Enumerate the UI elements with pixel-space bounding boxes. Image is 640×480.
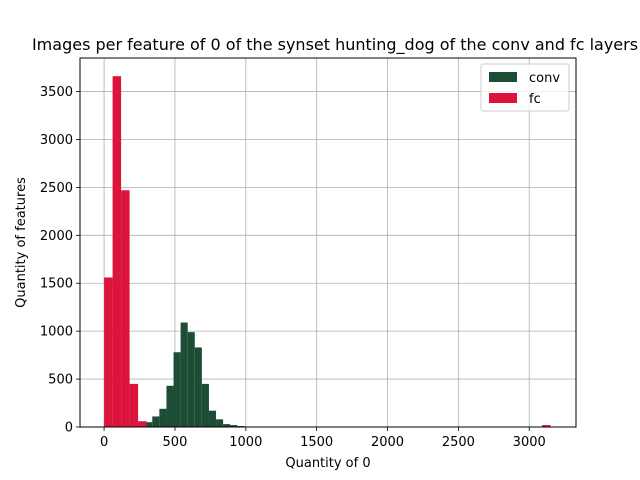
x-tick-label: 500 bbox=[163, 435, 188, 450]
legend-swatch-fc bbox=[489, 93, 517, 103]
legend: conv fc bbox=[480, 63, 570, 112]
bar-conv bbox=[208, 410, 217, 427]
bars bbox=[104, 76, 551, 427]
y-tick-label: 3000 bbox=[40, 133, 73, 148]
x-tick-label: 3000 bbox=[513, 435, 546, 450]
y-tick-label: 1000 bbox=[40, 325, 73, 340]
legend-label-conv: conv bbox=[529, 71, 560, 86]
bar-fc bbox=[129, 383, 139, 427]
x-tick-label: 1000 bbox=[229, 435, 262, 450]
bar-fc bbox=[112, 76, 122, 427]
axes-frame bbox=[79, 57, 577, 428]
y-tick-label: 2500 bbox=[40, 181, 73, 196]
x-tick-label: 2500 bbox=[442, 435, 475, 450]
bar-conv bbox=[194, 347, 202, 427]
chart-title: Images per feature of 0 of the synset hu… bbox=[32, 35, 638, 55]
bar-conv bbox=[152, 416, 160, 427]
ticks: 0 500 1000 1500 2000 2500 3000 0 500 1000 1500 2000… bbox=[40, 85, 546, 450]
legend-label-fc: fc bbox=[529, 92, 541, 107]
y-tick-label: 500 bbox=[48, 373, 73, 388]
y-axis-label: Quantity of features bbox=[14, 177, 29, 308]
bar-conv bbox=[145, 422, 153, 427]
bar-fc bbox=[138, 421, 147, 427]
bar-conv bbox=[166, 385, 174, 427]
x-tick-label: 0 bbox=[100, 435, 108, 450]
x-tick-label: 1500 bbox=[300, 435, 333, 450]
bar-conv bbox=[201, 383, 209, 427]
y-tick-label: 1500 bbox=[40, 277, 73, 292]
bar-fc bbox=[121, 190, 130, 427]
bar-conv bbox=[159, 408, 167, 427]
y-tick-label: 2000 bbox=[40, 229, 73, 244]
x-tick-label: 2000 bbox=[371, 435, 404, 450]
bar-fc bbox=[541, 425, 551, 427]
x-axis-label: Quantity of 0 bbox=[285, 456, 370, 471]
bar-conv bbox=[230, 425, 238, 427]
y-tick-label: 3500 bbox=[40, 85, 73, 100]
bar-conv bbox=[216, 419, 224, 427]
bar-conv bbox=[223, 424, 231, 427]
bar-conv bbox=[173, 352, 181, 427]
legend-swatch-conv bbox=[489, 72, 517, 82]
bar-fc bbox=[104, 277, 113, 427]
bar-conv bbox=[180, 322, 188, 427]
grid bbox=[80, 58, 576, 428]
bar-conv bbox=[187, 332, 195, 427]
y-tick-label: 0 bbox=[65, 421, 73, 436]
